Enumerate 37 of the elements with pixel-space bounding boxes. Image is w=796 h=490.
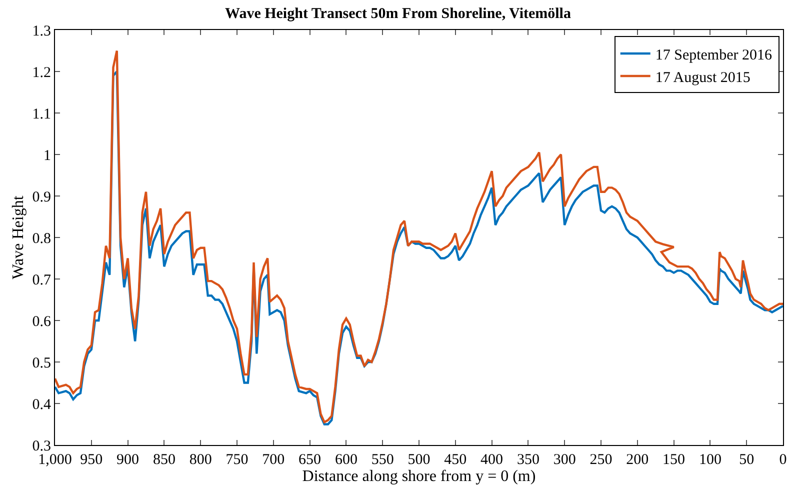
x-tick-label: 300 (553, 452, 576, 468)
x-tick-label: 100 (698, 452, 722, 468)
y-tick-label: 1.2 (32, 64, 51, 81)
legend-label: 17 August 2015 (655, 70, 750, 86)
y-tick-label: 0.8 (32, 230, 51, 247)
x-tick-label: 700 (262, 452, 285, 468)
y-tick-label: 0.9 (32, 189, 51, 206)
legend-label: 17 September 2016 (655, 47, 773, 64)
x-tick-label: 150 (662, 452, 686, 468)
x-tick-label: 550 (371, 452, 394, 468)
chart-title: Wave Height Transect 50m From Shoreline, Vitemölla (225, 6, 572, 22)
y-tick-label: 0.3 (32, 438, 51, 454)
x-axis-title: Distance along shore from y = 0 (m) (302, 468, 536, 485)
y-tick-label: 0.7 (32, 272, 52, 288)
x-tick-label: 50 (739, 452, 754, 468)
x-tick-label: 850 (152, 452, 176, 468)
x-tick-label: 500 (408, 452, 430, 468)
x-tick-label: 600 (334, 452, 358, 468)
y-tick-label: 1 (44, 148, 51, 164)
y-tick-label: 0.4 (32, 396, 52, 413)
x-tick-label: 650 (298, 452, 322, 468)
x-tick-label: 200 (626, 452, 649, 468)
y-axis-title: Wave Height (10, 195, 28, 280)
y-tick-label: 0.5 (32, 355, 51, 372)
y-tick-label: 1.1 (32, 106, 51, 122)
x-tick-label: 250 (590, 452, 612, 468)
x-tick-label: 0 (779, 452, 787, 468)
y-tick-label: 0.6 (32, 314, 52, 330)
x-tick-label: 400 (480, 452, 504, 468)
y-tick-label: 1.3 (32, 23, 51, 40)
x-tick-label: 750 (226, 452, 248, 468)
x-tick-label: 1,000 (38, 452, 72, 468)
x-tick-label: 900 (116, 452, 140, 468)
x-tick-label: 350 (516, 452, 540, 468)
x-tick-label: 950 (80, 452, 103, 468)
x-tick-label: 800 (189, 452, 212, 468)
x-tick-label: 450 (444, 452, 467, 468)
